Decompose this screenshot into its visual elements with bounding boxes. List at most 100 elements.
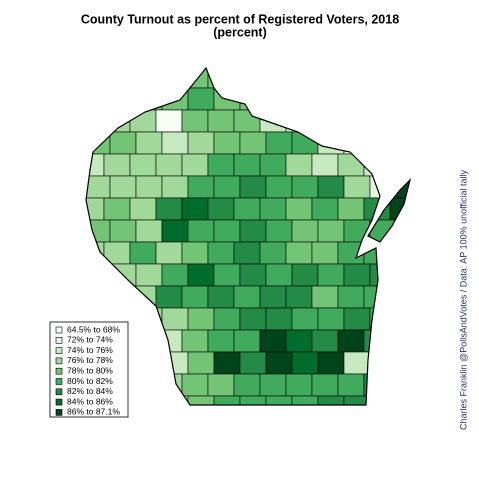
county	[389, 197, 410, 221]
county	[389, 285, 410, 309]
county	[259, 285, 287, 309]
map-title: County Turnout as percent of Registered …	[81, 12, 399, 26]
county	[259, 68, 287, 89]
county	[86, 285, 105, 309]
county	[207, 153, 235, 177]
county	[207, 109, 235, 133]
county	[233, 329, 261, 353]
county	[155, 373, 183, 397]
county	[265, 131, 293, 155]
county	[233, 109, 261, 133]
county	[135, 263, 163, 287]
county	[155, 285, 183, 309]
county	[207, 329, 235, 353]
county	[259, 153, 287, 177]
county	[181, 153, 209, 177]
county	[363, 373, 391, 397]
county	[207, 241, 235, 265]
county	[181, 197, 209, 221]
county	[285, 153, 313, 177]
county	[86, 87, 111, 111]
county	[285, 197, 313, 221]
county	[181, 329, 209, 353]
county	[389, 241, 410, 265]
county	[395, 131, 410, 155]
legend-swatch	[55, 347, 63, 354]
legend-swatch	[55, 357, 63, 365]
county	[291, 351, 319, 375]
county	[369, 87, 397, 111]
county	[259, 373, 287, 397]
county	[213, 175, 241, 199]
legend-swatch	[55, 367, 63, 375]
county	[86, 68, 105, 89]
legend-swatch	[55, 398, 63, 406]
county	[155, 109, 183, 133]
county	[181, 109, 209, 133]
county	[187, 307, 215, 331]
county	[343, 351, 371, 375]
county	[265, 263, 293, 287]
county	[233, 68, 261, 89]
county	[86, 219, 111, 243]
county	[161, 351, 189, 375]
county	[207, 285, 235, 309]
county	[86, 131, 111, 155]
county	[213, 131, 241, 155]
county	[181, 241, 209, 265]
county	[129, 68, 157, 89]
county	[135, 395, 163, 405]
county	[311, 109, 339, 133]
county	[103, 153, 131, 177]
county	[233, 197, 261, 221]
county	[337, 68, 365, 89]
county	[233, 373, 261, 397]
county	[317, 263, 345, 287]
county	[337, 329, 365, 353]
county	[181, 373, 209, 397]
county	[363, 329, 391, 353]
county	[285, 241, 313, 265]
county	[181, 285, 209, 309]
county	[239, 395, 267, 405]
county	[291, 307, 319, 331]
county	[239, 175, 267, 199]
county	[343, 131, 371, 155]
county	[129, 373, 157, 397]
county	[187, 351, 215, 375]
county	[161, 395, 189, 405]
county	[259, 197, 287, 221]
caption: Charles Franklin @PollsAndVotes / Data: …	[458, 170, 468, 430]
county	[155, 68, 183, 89]
county	[161, 175, 189, 199]
county	[291, 219, 319, 243]
county	[239, 219, 267, 243]
legend-label: 78% to 80%	[67, 365, 113, 375]
legend-label: 86% to 87.1%	[67, 407, 120, 417]
county	[311, 329, 339, 353]
county	[317, 351, 345, 375]
county	[233, 241, 261, 265]
county	[187, 263, 215, 287]
county	[265, 219, 293, 243]
county	[161, 87, 189, 111]
county	[239, 351, 267, 375]
county	[265, 175, 293, 199]
county	[129, 197, 157, 221]
county	[265, 395, 293, 405]
legend-label: 76% to 78%	[67, 355, 113, 365]
county	[311, 285, 339, 309]
county	[291, 175, 319, 199]
state-outline	[85, 66, 412, 406]
county	[369, 395, 397, 405]
county	[285, 68, 313, 89]
county	[213, 263, 241, 287]
county	[389, 153, 410, 177]
county-layer	[86, 68, 410, 405]
county	[155, 241, 183, 265]
county	[109, 87, 137, 111]
map-subtitle: (percent)	[213, 25, 266, 39]
county	[337, 197, 365, 221]
county	[213, 307, 241, 331]
